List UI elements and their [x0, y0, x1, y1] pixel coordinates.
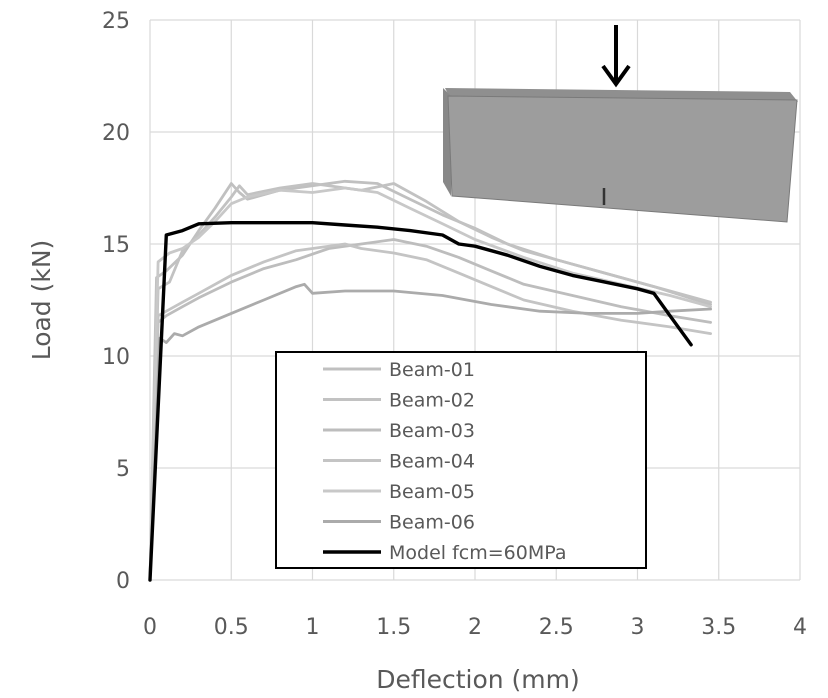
legend-label: Beam-02	[389, 390, 475, 412]
x-tick-label: 3	[631, 615, 645, 640]
series-line-5	[148, 186, 712, 582]
beam-model-inset	[443, 25, 798, 223]
series-line-7	[148, 220, 693, 582]
y-tick-label: 10	[102, 345, 130, 370]
x-tick-label: 1.5	[376, 615, 411, 640]
y-tick-label: 25	[102, 9, 130, 34]
data-series	[148, 179, 712, 582]
y-tick-label: 5	[116, 457, 130, 482]
legend-label: Beam-05	[389, 481, 475, 503]
y-axis-title: Load (kN)	[27, 240, 56, 361]
x-tick-label: 0	[143, 615, 157, 640]
x-tick-label: 2	[468, 615, 482, 640]
x-tick-label: 3.5	[701, 615, 736, 640]
beam-front-face	[447, 95, 798, 223]
y-tick-label: 20	[102, 121, 130, 146]
series-line-6	[148, 282, 712, 582]
series-line-4	[148, 242, 712, 582]
y-tick-label: 0	[116, 569, 130, 594]
legend-label: Beam-04	[389, 451, 475, 473]
legend-label: Beam-06	[389, 512, 475, 534]
load-arrow-icon	[601, 64, 631, 88]
x-tick-label: 1	[306, 615, 320, 640]
legend-items: Beam-01 Beam-02 Beam-03 Beam-04 Beam-05 Beam-…	[323, 359, 566, 564]
y-tick-label: 15	[102, 233, 130, 258]
legend-label: Model fcm=60MPa	[389, 542, 566, 564]
legend-label: Beam-01	[389, 359, 475, 381]
x-tick-label: 2.5	[539, 615, 574, 640]
x-tick-label: 4	[793, 615, 807, 640]
legend-label: Beam-03	[389, 420, 475, 442]
tick-labels: 0 0.5 1 1.5 2 2.5 3 3.5 4 0 5 10 15 20 25	[102, 9, 807, 640]
legend: Beam-01 Beam-02 Beam-03 Beam-04 Beam-05 Beam-…	[275, 351, 647, 569]
series-line-3	[148, 238, 712, 582]
x-tick-label: 0.5	[214, 615, 249, 640]
x-axis-title: Deflection (mm)	[376, 665, 580, 694]
